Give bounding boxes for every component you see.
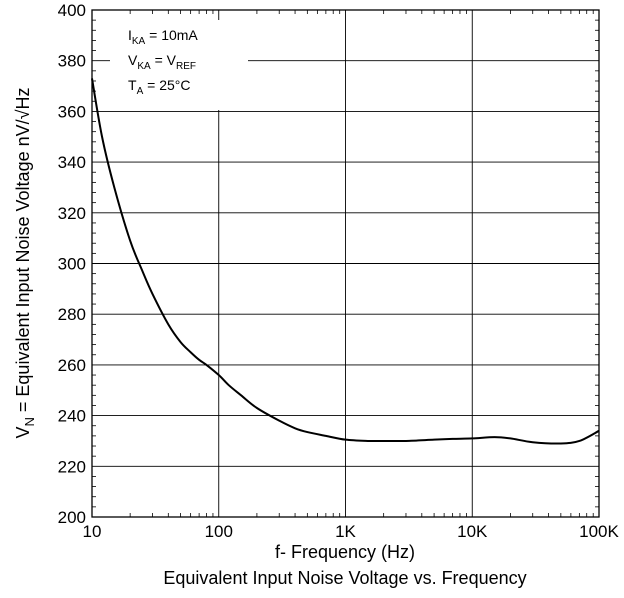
y-axis-label: VN = Equivalent Input Noise Voltage nV/√… xyxy=(13,88,37,439)
plot-frame xyxy=(91,9,600,518)
y-tick-label: 280 xyxy=(58,305,86,324)
annotation-line: TA = 25°C xyxy=(128,77,190,97)
y-tick-labels: 200 220 240 260 280 300 320 340 360 380 400 xyxy=(58,1,86,527)
minor-ticks xyxy=(92,10,599,517)
y-tick-label: 340 xyxy=(58,153,86,172)
y-tick-label: 220 xyxy=(58,457,86,476)
series-group xyxy=(91,78,600,445)
y-tick-label: 380 xyxy=(58,52,86,71)
noise-curve xyxy=(91,78,600,445)
y-tick-label: 260 xyxy=(58,356,86,375)
y-tick-label: 300 xyxy=(58,255,86,274)
x-tick-label: 1K xyxy=(335,522,356,541)
annotation-line: VKA = VREF xyxy=(128,52,196,72)
y-tick-label: 240 xyxy=(58,407,86,426)
x-tick-label: 100K xyxy=(579,522,619,541)
y-tick-label: 200 xyxy=(58,508,86,527)
conditions-annotation: IKA = 10mA VKA = VREF TA = 25°C xyxy=(110,20,248,110)
annotation-line: IKA = 10mA xyxy=(128,27,198,47)
x-tick-label: 10K xyxy=(457,522,488,541)
y-tick-label: 360 xyxy=(58,102,86,121)
x-tick-labels: 10 100 1K 10K 100K xyxy=(83,522,620,541)
x-axis-label: f- Frequency (Hz) xyxy=(275,542,415,562)
y-tick-label: 320 xyxy=(58,204,86,223)
x-tick-label: 100 xyxy=(205,522,233,541)
chart-caption: Equivalent Input Noise Voltage vs. Frequ… xyxy=(163,568,526,588)
annotation-backdrop xyxy=(110,20,248,110)
y-tick-label: 400 xyxy=(58,1,86,20)
x-tick-label: 10 xyxy=(83,522,102,541)
